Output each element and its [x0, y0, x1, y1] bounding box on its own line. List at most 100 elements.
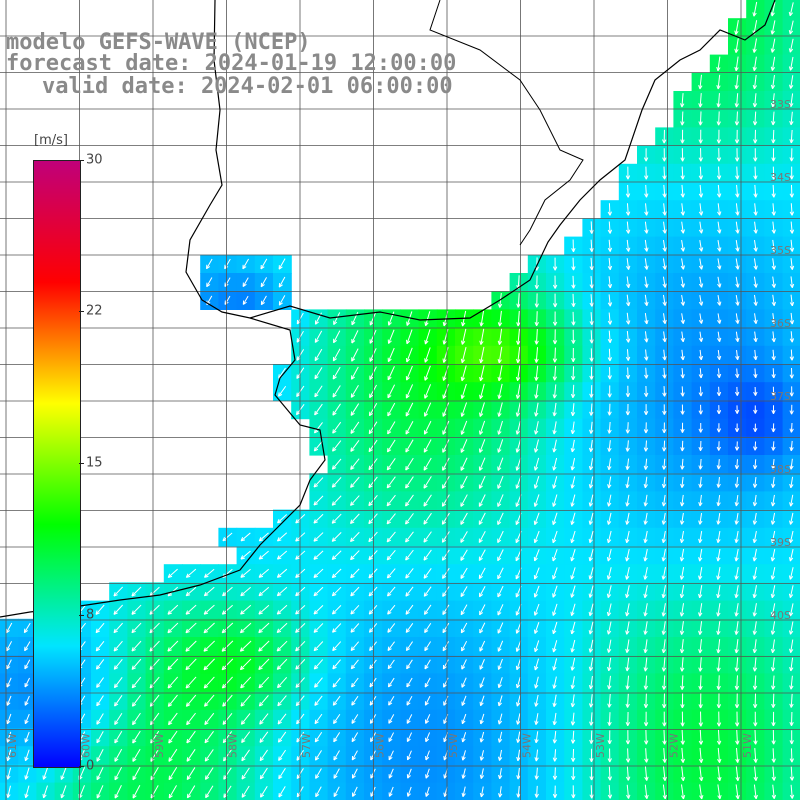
wind-arrow	[350, 568, 360, 579]
wind-arrow	[204, 731, 214, 744]
wind-arrow	[752, 549, 757, 562]
wind-arrow	[789, 476, 794, 489]
colorbar-tickmark	[79, 311, 84, 312]
wind-arrow	[552, 384, 557, 399]
wind-arrow	[734, 386, 740, 396]
wind-arrow	[589, 421, 594, 434]
wind-arrow	[386, 476, 396, 489]
wind-arrow	[734, 20, 739, 35]
wind-arrow	[698, 240, 704, 252]
lon-label: 58W	[227, 733, 240, 758]
wind-arrow	[570, 748, 576, 762]
wind-arrow	[644, 276, 649, 288]
wind-arrow	[405, 513, 414, 525]
wind-arrow	[607, 476, 612, 489]
wind-arrow	[734, 423, 740, 433]
wind-arrow	[534, 731, 539, 744]
wind-arrow	[204, 712, 215, 726]
wind-arrow	[770, 75, 776, 89]
wind-arrow	[168, 748, 178, 762]
wind-arrow	[625, 748, 631, 763]
wind-arrow	[552, 530, 558, 544]
wind-arrow	[331, 605, 342, 615]
wind-arrow	[478, 530, 486, 543]
wind-arrow	[405, 586, 414, 597]
wind-arrow	[662, 294, 667, 306]
wind-arrow	[221, 658, 234, 671]
wind-arrow	[789, 386, 794, 397]
wind-arrow	[589, 257, 594, 271]
wind-arrow	[571, 311, 576, 326]
wind-arrow	[552, 494, 558, 507]
wind-arrow	[515, 346, 521, 364]
wind-arrow	[369, 384, 378, 399]
wind-arrow	[240, 550, 251, 560]
wind-arrow	[717, 313, 722, 324]
wind-arrow	[313, 477, 324, 488]
wind-arrow	[387, 623, 396, 633]
wind-arrow	[460, 420, 468, 435]
wind-arrow	[423, 568, 432, 579]
wind-arrow	[680, 729, 685, 745]
wind-arrow	[424, 402, 432, 417]
wind-arrow	[716, 331, 722, 342]
wind-arrow	[570, 366, 576, 381]
wind-arrow	[387, 677, 395, 688]
wind-arrow	[735, 747, 740, 763]
wind-arrow	[315, 768, 322, 779]
wind-arrow	[752, 603, 757, 617]
wind-arrow	[717, 295, 722, 306]
wind-arrow	[533, 530, 540, 544]
wind-arrow	[406, 329, 413, 345]
wind-arrow	[478, 475, 486, 489]
lat-label: 35S	[770, 244, 791, 257]
wind-arrow	[424, 329, 431, 345]
wind-arrow	[333, 713, 341, 724]
wind-arrow	[606, 621, 612, 635]
wind-arrow	[788, 20, 794, 35]
wind-arrow	[552, 658, 558, 671]
lat-label: 38S	[770, 463, 791, 476]
wind-arrow	[789, 675, 794, 690]
wind-arrow	[552, 257, 558, 271]
wind-arrow	[588, 603, 594, 617]
wind-arrow	[405, 347, 413, 363]
wind-arrow	[131, 604, 142, 615]
wind-arrow	[571, 293, 576, 307]
wind-arrow	[698, 621, 703, 635]
wind-arrow	[607, 239, 613, 252]
wind-arrow	[478, 567, 486, 580]
wind-arrow	[716, 423, 722, 433]
wind-arrow	[351, 330, 359, 344]
wind-arrow	[625, 730, 631, 745]
wind-arrow	[734, 494, 739, 507]
wind-arrow	[788, 621, 794, 635]
wind-arrow	[241, 731, 251, 744]
wind-arrow	[716, 675, 721, 690]
wind-arrow	[571, 347, 576, 363]
wind-arrow	[661, 639, 667, 654]
wind-arrow	[607, 675, 612, 690]
colorbar	[33, 160, 81, 768]
wind-arrow	[789, 294, 795, 307]
wind-arrow	[662, 276, 667, 288]
wind-arrow	[277, 713, 287, 725]
wind-arrow	[313, 659, 324, 670]
wind-arrow	[113, 604, 124, 615]
wind-arrow	[6, 713, 12, 725]
wind-arrow	[423, 531, 432, 543]
wind-arrow	[771, 730, 776, 745]
lon-label: 54W	[521, 733, 534, 758]
wind-arrow	[698, 476, 703, 488]
wind-arrow	[734, 512, 739, 525]
wind-arrow	[534, 658, 540, 671]
wind-arrow	[716, 512, 721, 525]
wind-arrow	[789, 184, 794, 198]
wind-arrow	[771, 148, 776, 162]
lon-label: 61W	[6, 733, 19, 758]
wind-arrow	[515, 457, 522, 471]
wind-arrow	[314, 677, 323, 688]
wind-arrow	[552, 421, 557, 435]
lon-label: 59W	[153, 733, 166, 758]
wind-arrow	[606, 530, 612, 544]
